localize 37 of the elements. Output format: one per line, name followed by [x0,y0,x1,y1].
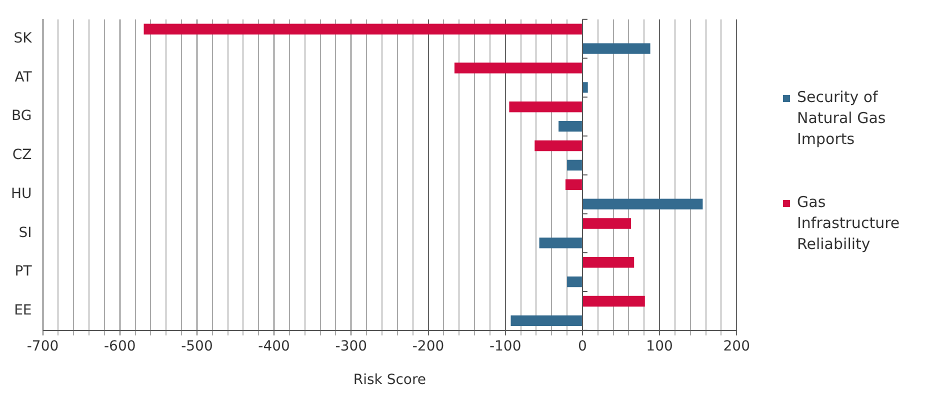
bar [558,120,582,132]
bar [567,276,582,288]
bar [582,82,588,93]
x-tick-label: 200 [723,338,750,354]
bar [539,238,582,248]
y-tick-label: BG [12,108,32,124]
legend-label: Gas Infrastructure Reliability [797,192,901,254]
x-tick-label: 0 [578,338,587,354]
y-tick-label: SK [14,30,33,46]
bar [582,296,645,307]
x-tick-label: -500 [181,338,213,354]
x-tick-label: -700 [26,338,59,354]
y-tick-label: SI [18,224,32,241]
y-tick-label: HU [10,186,32,202]
bar [582,198,703,210]
y-tick-label: AT [14,69,32,86]
x-axis-title: Risk Score [353,372,426,388]
bar [454,62,582,74]
bar [565,179,582,190]
x-tick-label: -400 [258,338,290,354]
bar [510,315,582,326]
bar [582,257,634,268]
y-tick-label: CZ [12,147,32,164]
bar [509,102,582,112]
y-tick-label: EE [14,302,32,319]
x-tick-label: 100 [646,338,673,354]
bar [582,43,650,54]
x-tick-label: -600 [104,338,136,354]
bar [567,160,582,171]
x-tick-label: -300 [335,338,368,354]
y-tick-label: PT [14,264,32,280]
bar [534,140,582,152]
x-tick-label: -200 [412,338,444,354]
x-tick-label: -100 [489,338,522,354]
bar [582,218,632,229]
legend-label: Security of Natural Gas Imports [797,86,887,150]
bar [144,24,582,34]
